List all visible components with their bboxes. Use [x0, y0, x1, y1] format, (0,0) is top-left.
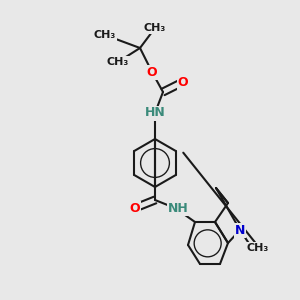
Text: CH₃: CH₃ — [107, 57, 129, 67]
Text: O: O — [147, 65, 157, 79]
Text: HN: HN — [145, 106, 165, 119]
Text: CH₃: CH₃ — [94, 30, 116, 40]
Text: CH₃: CH₃ — [247, 243, 269, 253]
Text: O: O — [130, 202, 140, 214]
Text: CH₃: CH₃ — [144, 23, 166, 33]
Text: N: N — [235, 224, 245, 236]
Text: O: O — [178, 76, 188, 88]
Text: NH: NH — [168, 202, 188, 214]
